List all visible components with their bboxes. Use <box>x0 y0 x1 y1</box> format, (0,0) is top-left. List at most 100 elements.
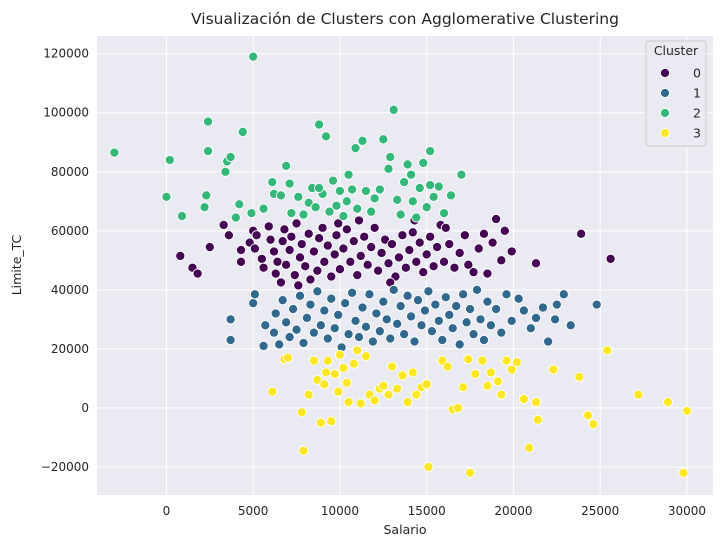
data-point <box>662 396 673 408</box>
data-point <box>176 211 188 222</box>
data-point <box>449 262 460 273</box>
data-point <box>550 314 561 325</box>
data-point <box>392 383 403 394</box>
data-point <box>246 208 257 219</box>
data-point <box>308 246 319 257</box>
data-point <box>478 228 490 239</box>
data-point <box>411 389 422 400</box>
legend-marker <box>659 67 671 79</box>
data-point <box>565 320 576 331</box>
data-point <box>388 104 399 115</box>
data-point <box>499 225 510 236</box>
data-point <box>468 329 479 340</box>
data-point <box>329 323 340 334</box>
data-point <box>367 336 378 347</box>
data-point <box>374 184 385 195</box>
data-point <box>525 323 536 334</box>
data-point <box>331 200 342 211</box>
data-point <box>465 467 476 478</box>
data-point <box>471 284 483 295</box>
data-point <box>485 367 496 378</box>
data-point <box>465 303 476 315</box>
data-point <box>315 320 326 331</box>
data-point <box>432 242 443 253</box>
data-point <box>425 146 436 157</box>
data-point <box>308 355 319 366</box>
data-point <box>331 230 342 241</box>
data-point <box>225 314 236 325</box>
data-point <box>369 222 380 233</box>
data-point <box>277 236 288 247</box>
data-point <box>392 318 403 329</box>
data-point <box>347 287 358 298</box>
data-point <box>223 230 234 241</box>
data-point <box>347 184 358 195</box>
data-point <box>249 289 260 300</box>
data-point <box>501 355 512 366</box>
data-point <box>308 327 319 338</box>
data-point <box>314 233 325 244</box>
data-point <box>348 358 359 369</box>
data-point <box>315 417 326 428</box>
data-point <box>423 461 434 473</box>
data-point <box>192 268 203 279</box>
legend-label: 3 <box>693 126 701 141</box>
series-cluster-3 <box>267 345 693 478</box>
data-point <box>220 166 231 177</box>
data-point <box>530 396 542 408</box>
data-point <box>284 332 295 343</box>
x-tick-label: 25000 <box>581 504 619 518</box>
data-point <box>350 143 361 154</box>
data-point <box>235 256 247 267</box>
data-point <box>463 259 474 270</box>
data-point <box>433 315 444 326</box>
data-point <box>605 253 616 264</box>
data-point <box>473 243 484 254</box>
y-axis-ticks: −20000 0 20000 40000 60000 80000 100000 120000 <box>41 47 89 474</box>
data-point <box>459 230 470 241</box>
data-point <box>161 191 172 202</box>
data-point <box>277 295 288 306</box>
data-point <box>416 320 427 331</box>
data-point <box>258 262 269 273</box>
data-point <box>296 239 307 250</box>
data-point <box>406 311 417 322</box>
data-point <box>357 135 368 146</box>
data-point <box>341 224 352 235</box>
data-point <box>591 299 602 310</box>
x-tick-label: 5000 <box>238 504 269 518</box>
data-point <box>414 237 425 248</box>
data-point <box>478 334 490 346</box>
data-point <box>404 244 415 256</box>
data-point <box>513 293 524 304</box>
data-point <box>428 191 439 202</box>
data-point <box>360 351 372 362</box>
data-point <box>402 159 413 170</box>
data-point <box>364 289 375 300</box>
data-point <box>334 349 345 360</box>
data-point <box>281 259 292 270</box>
data-point <box>445 190 457 201</box>
data-point <box>320 131 332 142</box>
data-point <box>477 355 488 366</box>
data-point <box>397 370 408 381</box>
data-point <box>426 326 437 337</box>
data-point <box>268 327 280 338</box>
x-tick-label: 0 <box>163 504 171 518</box>
data-point <box>251 230 262 241</box>
data-point <box>286 231 297 242</box>
data-point <box>345 256 356 267</box>
data-point <box>433 181 444 192</box>
data-point <box>576 228 587 239</box>
data-point <box>371 308 382 319</box>
data-point <box>383 258 394 269</box>
data-point <box>294 290 306 301</box>
data-point <box>225 151 236 163</box>
data-point <box>551 299 562 310</box>
data-point <box>334 185 345 197</box>
y-tick-label: 100000 <box>43 106 89 120</box>
legend-title: Cluster <box>654 43 699 58</box>
data-point <box>425 180 436 191</box>
data-point <box>406 169 417 180</box>
data-point <box>248 298 259 309</box>
